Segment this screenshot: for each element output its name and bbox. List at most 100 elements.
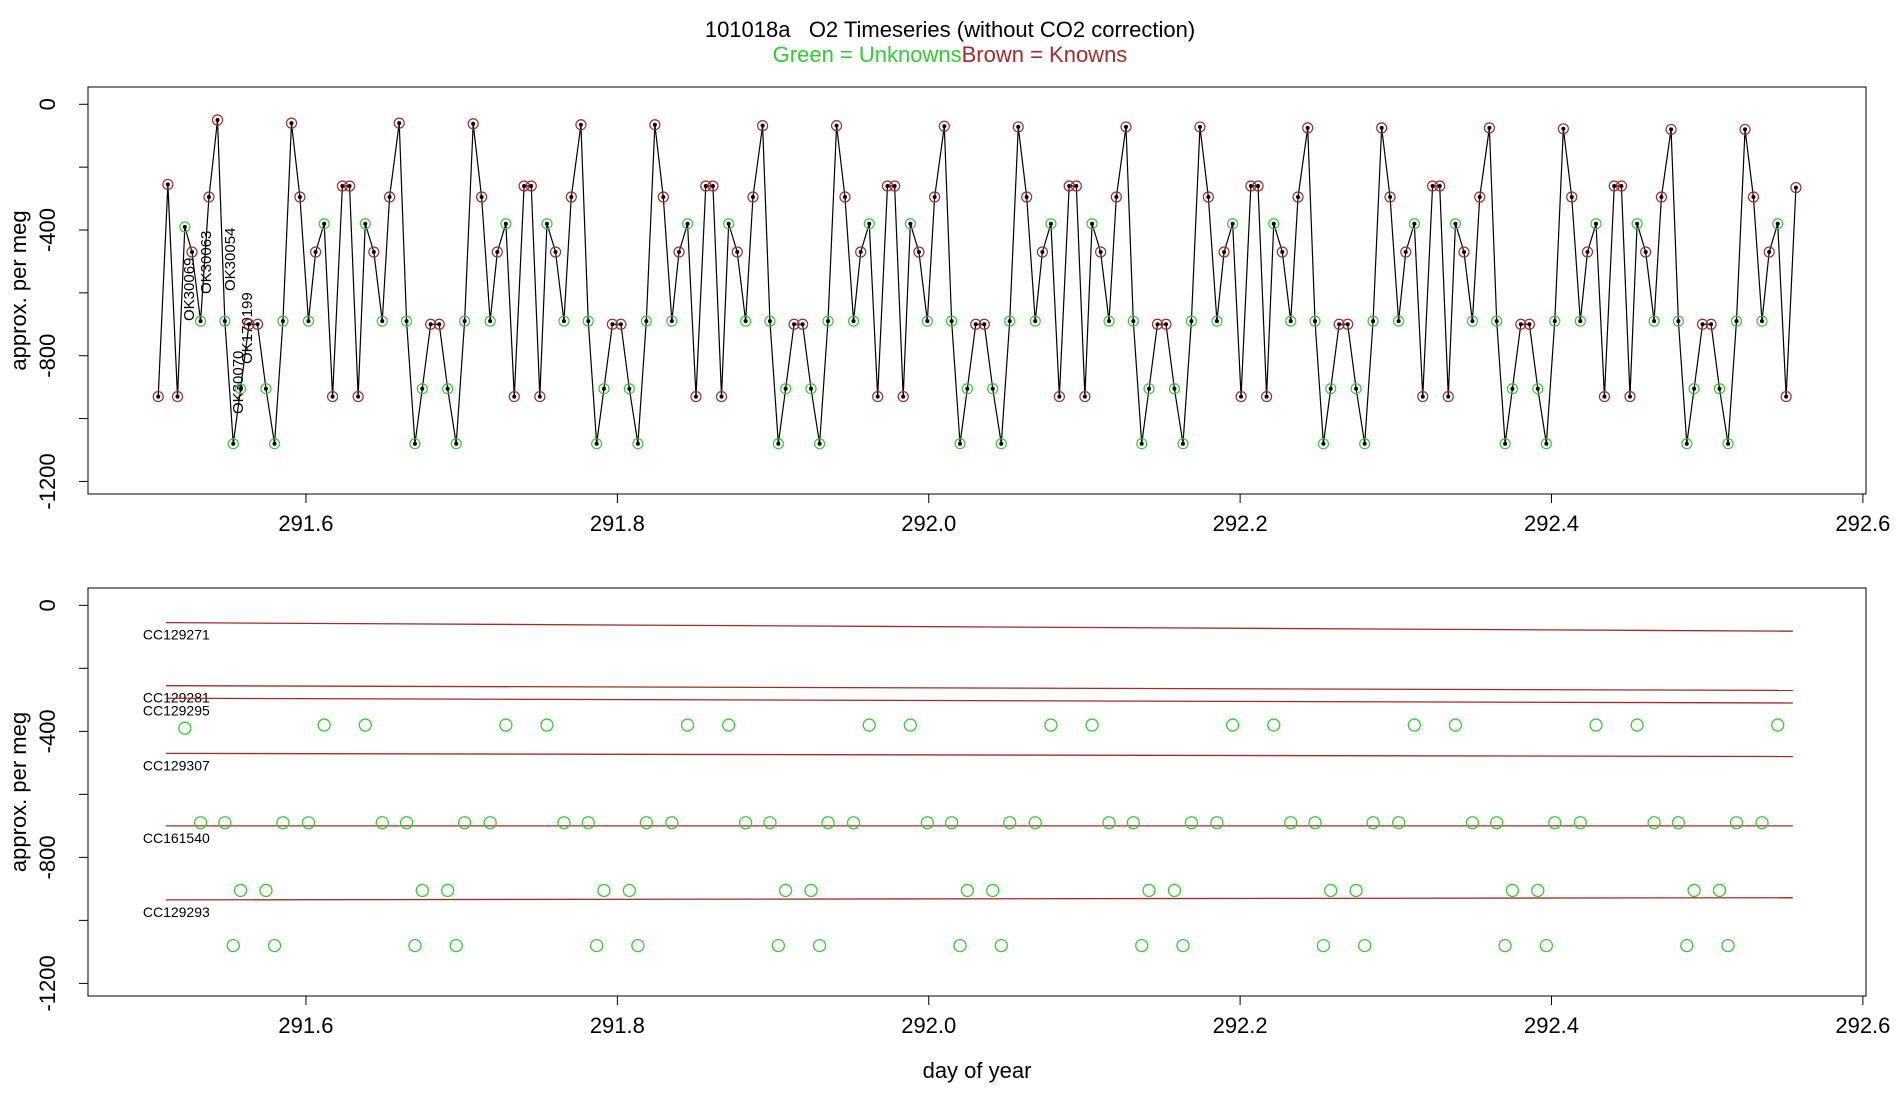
point xyxy=(285,117,298,129)
point-dot xyxy=(1354,386,1359,391)
series-label: CC129295 xyxy=(143,702,210,718)
point-dot xyxy=(488,319,493,324)
unknown-point xyxy=(1687,883,1701,898)
y-tick-label: -1200 xyxy=(35,453,60,509)
point-dot xyxy=(1612,184,1617,188)
point xyxy=(904,218,916,230)
point xyxy=(1036,246,1048,258)
x-tick-label: 292.0 xyxy=(901,1013,956,1038)
point xyxy=(740,315,752,327)
point xyxy=(1624,390,1636,403)
point xyxy=(1615,180,1628,192)
point xyxy=(847,315,860,327)
point xyxy=(606,318,618,330)
unknown-point xyxy=(622,883,636,898)
x-tick-label: 292.6 xyxy=(1835,1013,1890,1038)
point xyxy=(302,315,315,327)
point xyxy=(591,438,603,450)
unknown-point xyxy=(276,816,290,830)
point-dot xyxy=(404,319,409,324)
x-axis-label: day of year xyxy=(923,1058,1032,1083)
point xyxy=(1491,315,1503,327)
point-dot xyxy=(627,386,632,391)
point xyxy=(1120,121,1132,133)
unknown-point xyxy=(1448,718,1463,732)
point-dot xyxy=(1527,322,1532,327)
point-dot xyxy=(347,184,352,188)
unknown-point xyxy=(944,816,959,830)
point-dot xyxy=(1239,394,1244,399)
point-dot xyxy=(1379,125,1384,130)
point xyxy=(1466,315,1479,327)
point xyxy=(194,315,207,327)
point xyxy=(409,438,421,450)
point xyxy=(1739,123,1751,136)
point xyxy=(954,438,966,450)
point xyxy=(1713,383,1726,395)
point xyxy=(995,438,1007,450)
point-dot xyxy=(1602,394,1607,399)
point-dot xyxy=(1264,394,1269,399)
point-dot xyxy=(703,184,708,188)
point-dot xyxy=(990,386,995,391)
unknown-point xyxy=(1755,816,1769,830)
y-tick-label: -400 xyxy=(35,709,60,753)
point xyxy=(491,246,503,258)
point xyxy=(822,315,834,327)
point xyxy=(681,218,694,230)
point-dot xyxy=(371,250,376,254)
point xyxy=(598,383,610,395)
point xyxy=(1292,191,1304,203)
point-dot xyxy=(1222,250,1227,254)
point xyxy=(251,318,264,330)
point-dot xyxy=(1180,441,1185,446)
point xyxy=(459,315,471,327)
point-dot xyxy=(412,441,417,446)
point-dot xyxy=(965,386,970,391)
point-dot xyxy=(1057,394,1062,399)
point-dot xyxy=(1024,195,1029,199)
point xyxy=(1581,246,1594,258)
unknown-point xyxy=(1135,938,1149,953)
point-dot xyxy=(313,250,318,254)
point xyxy=(764,315,776,327)
point xyxy=(1252,180,1264,192)
unknown-point xyxy=(457,816,472,830)
point-dot xyxy=(1033,319,1038,324)
point-dot xyxy=(610,322,615,327)
point xyxy=(525,180,537,192)
point-dot xyxy=(652,122,657,127)
unknown-point xyxy=(375,816,389,830)
point-dot xyxy=(1767,250,1772,254)
point-dot xyxy=(1305,125,1310,130)
point-dot xyxy=(1446,394,1451,399)
point xyxy=(1227,218,1239,230)
point xyxy=(970,318,982,330)
y-tick-label: -400 xyxy=(35,208,60,252)
unknown-point xyxy=(1498,938,1512,953)
point-dot xyxy=(1337,322,1342,327)
point xyxy=(1608,180,1620,192)
point-dot xyxy=(1784,394,1789,399)
series-label: CC129293 xyxy=(143,904,210,920)
unknown-point xyxy=(1358,938,1372,953)
unknown-point xyxy=(862,718,876,732)
point xyxy=(318,218,330,230)
point-dot xyxy=(1775,221,1780,226)
point-dot xyxy=(1487,125,1492,130)
point xyxy=(961,383,973,395)
unknown-point xyxy=(1142,883,1156,898)
unknown-point xyxy=(779,883,793,898)
point-dot xyxy=(1230,221,1235,226)
point xyxy=(1079,390,1091,403)
point-dot xyxy=(885,184,890,188)
point-dot xyxy=(1494,319,1499,324)
point xyxy=(987,383,999,395)
point xyxy=(1655,191,1668,203)
point-dot xyxy=(677,250,682,254)
point xyxy=(1127,315,1139,327)
point-dot xyxy=(635,441,640,446)
unknown-point xyxy=(1548,816,1562,830)
point xyxy=(863,218,875,230)
point xyxy=(234,383,247,395)
